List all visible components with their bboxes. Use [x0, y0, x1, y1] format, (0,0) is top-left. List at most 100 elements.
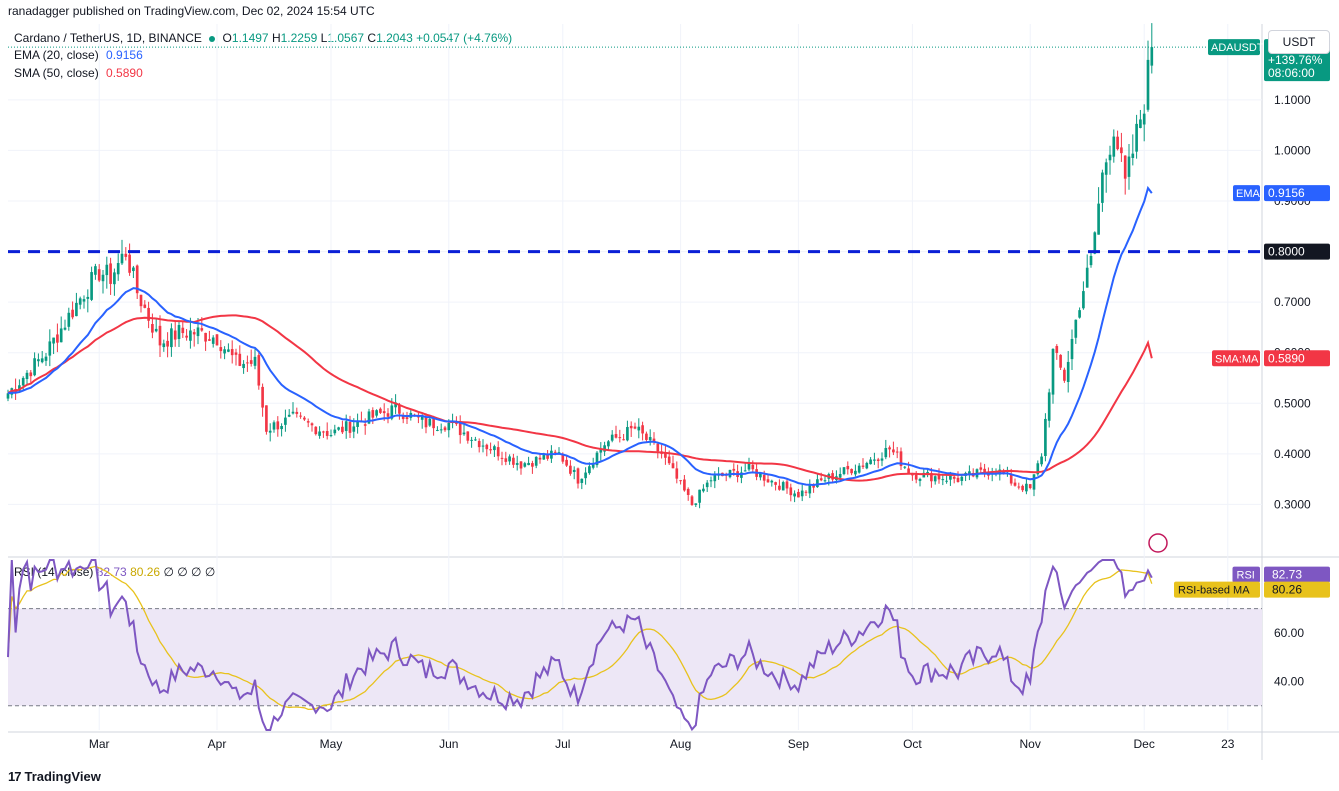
alert-bolt-icon[interactable]: [1148, 533, 1168, 553]
candle-body: [154, 328, 158, 332]
candle-body: [52, 337, 55, 344]
candle-body: [652, 438, 656, 442]
candle-body: [185, 335, 188, 338]
candle-body: [71, 309, 74, 318]
candle-body: [238, 353, 242, 366]
currency-selector[interactable]: USDT: [1268, 30, 1330, 54]
candle-body: [1047, 392, 1051, 421]
candle-body: [90, 272, 93, 300]
candle-body: [952, 476, 956, 479]
candle-body: [759, 473, 762, 478]
candle-body: [439, 429, 443, 431]
candle-body: [610, 434, 614, 441]
candle-body: [424, 417, 428, 428]
candle-body: [576, 468, 580, 484]
candle-body: [151, 324, 154, 333]
candle-body: [911, 474, 914, 476]
rsi-value-1: 80.26: [1272, 583, 1302, 597]
low-label: L: [320, 31, 328, 45]
candle-body: [101, 274, 105, 282]
price-tick-label: 1.1000: [1274, 93, 1311, 107]
time-tick-label: Oct: [903, 737, 922, 751]
candle-body: [888, 447, 891, 450]
candle-body: [557, 452, 561, 454]
candle-body: [386, 413, 390, 417]
candle-body: [1059, 354, 1062, 368]
candle-body: [979, 467, 983, 470]
candle-body: [474, 439, 477, 441]
brand-name: TradingView: [24, 769, 101, 784]
candle-body: [147, 307, 150, 321]
candle-body: [261, 386, 264, 408]
candle-body: [1131, 153, 1135, 158]
candle-body: [569, 465, 572, 474]
candle-body: [356, 421, 359, 427]
candle-body: [204, 332, 207, 342]
rsi-legend-extra: ∅ ∅ ∅ ∅: [163, 565, 216, 579]
candle-body: [622, 439, 625, 441]
candle-body: [1142, 113, 1146, 125]
level-price-value: 0.8000: [1268, 245, 1305, 259]
candle-body: [690, 496, 694, 505]
candle-body: [823, 480, 827, 482]
candle-body: [591, 464, 595, 468]
candle-body: [850, 468, 853, 474]
candle-body: [846, 465, 850, 470]
candle-body: [477, 440, 481, 448]
ema-legend[interactable]: EMA (20, close) 0.9156: [14, 48, 143, 62]
candle-body: [455, 423, 458, 425]
symbol-legend[interactable]: Cardano / TetherUS, 1D, BINANCE O1.1497 …: [14, 31, 512, 45]
candle-body: [1063, 369, 1066, 381]
time-tick-label: Jun: [439, 737, 458, 751]
candle-body: [227, 349, 230, 352]
candle-body: [542, 455, 546, 460]
candle-body: [287, 414, 291, 417]
candle-body: [937, 475, 941, 480]
candle-body: [512, 457, 515, 465]
time-tick-label: Sep: [788, 737, 810, 751]
candle-body: [109, 263, 112, 284]
candle-body: [219, 347, 223, 352]
candle-body: [322, 431, 325, 433]
candle-body: [432, 416, 435, 429]
candle-body: [394, 402, 397, 408]
candle-body: [1066, 361, 1070, 382]
candle-body: [44, 356, 48, 361]
candle-body: [63, 327, 67, 330]
candle-body: [914, 474, 918, 480]
candle-body: [785, 481, 789, 489]
ema-legend-value: 0.9156: [106, 48, 143, 62]
candle-body: [113, 272, 116, 285]
candle-body: [223, 349, 226, 354]
candle-body: [485, 444, 489, 450]
sma-legend[interactable]: SMA (50, close) 0.5890: [14, 66, 143, 80]
candle-body: [120, 253, 124, 264]
time-tick-label: Mar: [89, 737, 110, 751]
candle-body: [18, 385, 21, 391]
candle-body: [838, 473, 842, 478]
candle-body: [25, 372, 29, 380]
candle-body: [747, 463, 751, 470]
candle-body: [1013, 482, 1017, 486]
candle-body: [33, 358, 36, 376]
candle-body: [303, 417, 306, 420]
candle-body: [56, 334, 59, 343]
bar-countdown: 08:06:00: [1268, 66, 1315, 80]
price-tick-label: 0.4000: [1274, 447, 1311, 461]
candle-body: [1082, 291, 1085, 309]
candle-body: [508, 456, 511, 462]
candle-body: [945, 480, 948, 482]
candle-body: [656, 443, 660, 452]
candle-body: [352, 426, 356, 432]
footer-brand[interactable]: 17 TradingView: [8, 769, 101, 784]
candle-body: [6, 393, 10, 399]
candle-body: [861, 465, 865, 467]
close-label: C: [367, 31, 377, 45]
candle-body: [116, 263, 120, 275]
candle-body: [1139, 119, 1142, 128]
candle-body: [344, 421, 348, 431]
candle-body: [443, 427, 447, 431]
time-tick-label: Aug: [670, 737, 691, 751]
candle-body: [774, 482, 777, 485]
